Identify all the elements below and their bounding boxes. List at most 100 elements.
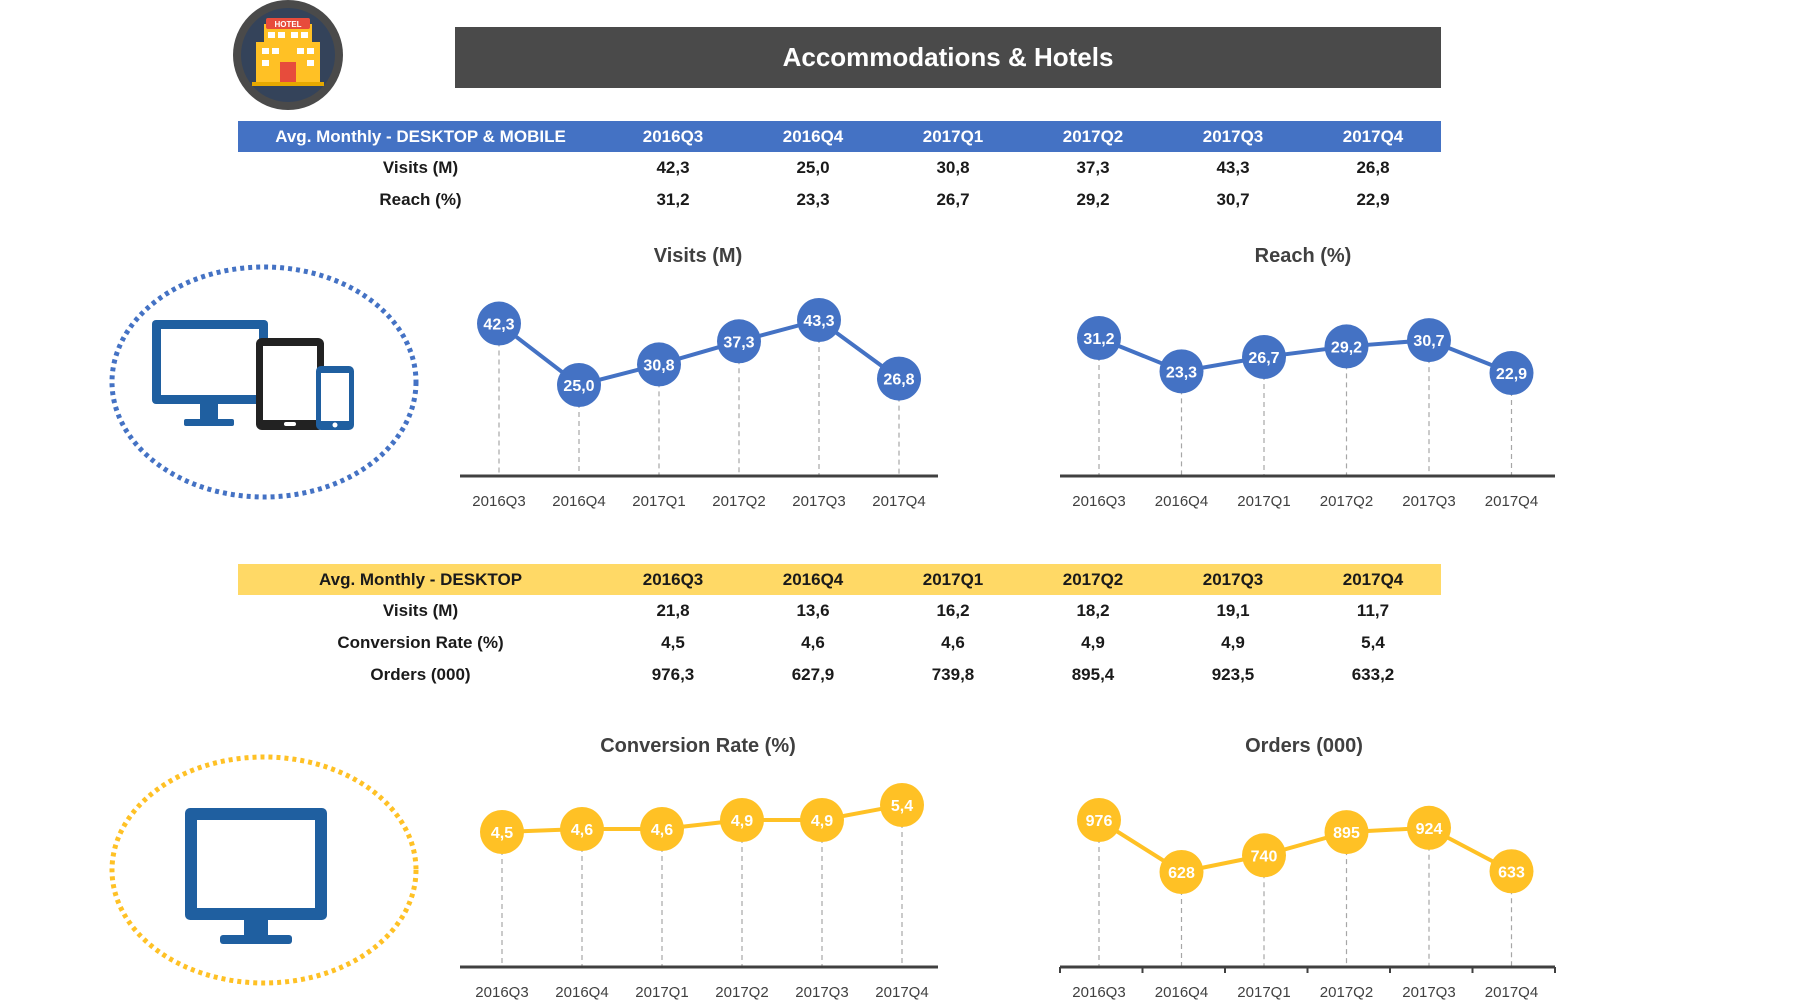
x-tick-label: 2016Q3 [472, 493, 525, 510]
table-row: Reach (%) 31,2 23,3 26,7 29,2 30,7 22,9 [238, 184, 1441, 216]
data-point-marker [877, 356, 921, 401]
table-cell: 5,4 [1361, 633, 1385, 652]
table-row-label: Orders (000) [370, 665, 471, 684]
table-cell: 895,4 [1071, 665, 1115, 684]
visits-line-chart: Visits (M) 42,3 25,0 30,8 37,3 43,3 26,8 2016Q3… [460, 245, 938, 510]
data-label: 25,0 [563, 378, 594, 395]
table-cell: 13,6 [796, 601, 830, 620]
table-column-header: 2017Q4 [1342, 569, 1404, 589]
table-column-header: 2017Q1 [922, 126, 984, 146]
table-cell: 19,1 [1216, 601, 1250, 620]
data-point-marker [717, 319, 761, 364]
x-tick-label: 2016Q3 [1072, 984, 1125, 1001]
data-point-marker [1159, 349, 1204, 394]
x-tick-label: 2017Q1 [1237, 493, 1290, 510]
table-header-title: Avg. Monthly - DESKTOP [318, 569, 523, 589]
table-header-row: Avg. Monthly - DESKTOP & MOBILE 2016Q3 201… [238, 121, 1441, 152]
chart-title: Conversion Rate (%) [600, 735, 796, 757]
table-column-header: 2016Q4 [782, 126, 844, 146]
data-label: 29,2 [1331, 339, 1362, 356]
data-point-marker [1242, 833, 1286, 878]
table-cell: 26,7 [936, 190, 970, 209]
table-cell: 11,7 [1356, 601, 1390, 620]
table-header-title: Avg. Monthly - DESKTOP & MOBILE [275, 126, 566, 146]
table-cell: 42,3 [656, 158, 690, 177]
data-point-marker [640, 807, 684, 851]
data-label: 23,3 [1166, 364, 1197, 381]
data-label: 4,6 [571, 822, 593, 839]
table-row-label: Reach (%) [379, 190, 462, 209]
x-tick-label: 2016Q4 [1155, 984, 1208, 1001]
table-cell: 4,6 [941, 633, 965, 652]
table-row-label: Visits (M) [382, 158, 459, 177]
data-point-marker [1407, 805, 1451, 850]
x-tick-label: 2017Q4 [1485, 493, 1538, 510]
data-point-marker [1324, 810, 1369, 855]
x-tick-label: 2017Q2 [1320, 984, 1373, 1001]
table-column-header: 2017Q4 [1342, 126, 1404, 146]
series-line [497, 317, 901, 388]
table-cell: 30,8 [936, 158, 970, 177]
desktop-mobile-table: Avg. Monthly - DESKTOP & MOBILE 2016Q3 201… [238, 121, 1441, 216]
table-column-header: 2017Q1 [922, 569, 984, 589]
data-point-marker [1324, 324, 1369, 369]
table-row: Visits (M) 21,8 13,6 16,2 18,2 19,1 11,7 [238, 595, 1441, 627]
data-label: 924 [1416, 821, 1443, 838]
table-cell: 31,2 [656, 190, 690, 209]
data-point-marker [797, 298, 841, 342]
table-cell: 4,5 [661, 633, 685, 652]
chart-title: Visits (M) [654, 245, 743, 267]
table-row-label: Visits (M) [382, 601, 459, 620]
table-cell: 22,9 [1356, 190, 1390, 209]
data-label: 4,6 [651, 822, 673, 839]
table-cell: 43,3 [1216, 158, 1250, 177]
x-tick-label: 2017Q3 [1402, 984, 1455, 1001]
data-label: 5,4 [891, 798, 913, 815]
table-row: Orders (000) 976,3 627,9 739,8 895,4 923,5 633… [238, 659, 1441, 691]
data-point-marker [1159, 850, 1204, 894]
data-label: 4,5 [491, 825, 513, 842]
data-point-marker [637, 342, 681, 387]
table-row: Conversion Rate (%) 4,5 4,6 4,6 4,9 4,9 5,4 [238, 627, 1441, 659]
table-row-label: Conversion Rate (%) [337, 633, 504, 652]
table-column-header: 2016Q3 [642, 569, 704, 589]
data-point-marker [480, 810, 524, 854]
table-cell: 21,8 [656, 601, 690, 620]
data-label: 37,3 [723, 334, 754, 351]
data-label: 26,8 [883, 372, 914, 389]
table-column-header: 2017Q3 [1202, 126, 1264, 146]
data-point-marker [560, 807, 604, 851]
x-tick-label: 2017Q3 [795, 984, 848, 1001]
reach-line-chart: Reach (%) 31,2 23,3 26,7 29,2 30,7 22,9 2016Q3 2… [1060, 245, 1555, 510]
x-tick-label: 2017Q1 [635, 984, 688, 1001]
data-label: 4,9 [811, 813, 833, 830]
orders-line-chart: Orders (000) 976 628 740 895 924 633 2016Q3 2016… [1059, 735, 1556, 1001]
data-label: 42,3 [483, 317, 514, 334]
desktop-table: Avg. Monthly - DESKTOP 2016Q3 2016Q4 2017Q1… [238, 564, 1441, 691]
data-label: 633 [1498, 864, 1525, 881]
data-label: 30,7 [1413, 333, 1444, 350]
data-point-marker [1077, 316, 1121, 360]
data-label: 4,9 [731, 813, 753, 830]
table-row: Visits (M) 42,3 25,0 30,8 37,3 43,3 26,8 [238, 152, 1441, 184]
x-tick-label: 2017Q4 [872, 493, 925, 510]
data-label: 31,2 [1083, 331, 1114, 348]
data-point-marker [1407, 318, 1451, 363]
table-cell: 976,3 [651, 665, 695, 684]
x-tick-label: 2017Q2 [1320, 493, 1373, 510]
table-cell: 4,9 [1081, 633, 1105, 652]
table-column-header: 2016Q4 [782, 569, 844, 589]
data-label: 22,9 [1496, 366, 1527, 383]
x-tick-label: 2017Q3 [1402, 493, 1455, 510]
table-cell: 23,3 [796, 190, 830, 209]
data-point-marker [1077, 798, 1121, 842]
conversion-rate-line-chart: Conversion Rate (%) 4,5 4,6 4,6 4,9 4,9 5,4 201… [460, 735, 938, 1001]
x-tick-label: 2016Q3 [475, 984, 528, 1001]
table-cell: 25,0 [796, 158, 830, 177]
data-point-marker [880, 783, 924, 827]
table-cell: 37,3 [1076, 158, 1110, 177]
data-label: 740 [1251, 848, 1278, 865]
x-tick-label: 2017Q4 [1485, 984, 1538, 1001]
x-tick-label: 2017Q4 [875, 984, 928, 1001]
data-label: 26,7 [1248, 350, 1279, 367]
